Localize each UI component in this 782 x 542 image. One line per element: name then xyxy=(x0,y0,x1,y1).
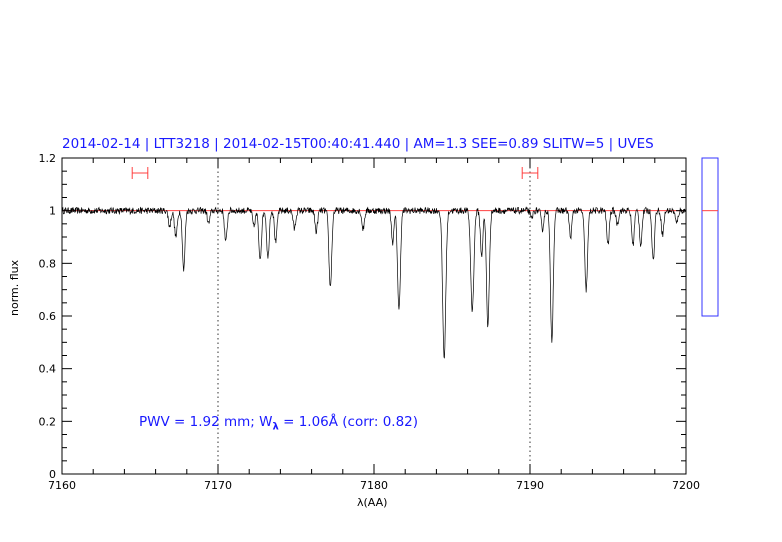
y-tick-label-1: 0.2 xyxy=(39,415,57,428)
side-panel-box xyxy=(701,157,719,317)
x-tick-label-0: 7160 xyxy=(48,479,76,492)
spectrum-line xyxy=(61,206,687,359)
y-tick-label-6: 1.2 xyxy=(39,152,57,165)
pwv-annotation-prefix: PWV = 1.92 mm; W xyxy=(139,414,273,430)
y-tick-label-0: 0 xyxy=(49,468,56,481)
y-tick-label-5: 1 xyxy=(49,205,56,218)
y-tick-label-4: 0.8 xyxy=(39,257,57,270)
pwv-annotation: PWV = 1.92 mm; Wλ = 1.06Å (corr: 0.82) xyxy=(139,414,418,433)
x-axis-label: λ(AA) xyxy=(357,496,388,509)
x-tick-label-1: 7170 xyxy=(204,479,232,492)
y-tick-label-3: 0.6 xyxy=(39,310,57,323)
y-axis-label: norm. flux xyxy=(8,259,21,316)
x-tick-label-4: 7200 xyxy=(672,479,700,492)
pwv-annotation-sub: λ xyxy=(272,421,279,433)
x-tick-label-2: 7180 xyxy=(360,479,388,492)
y-tick-label-2: 0.4 xyxy=(39,363,57,376)
x-tick-label-3: 7190 xyxy=(516,479,544,492)
pwv-annotation-suffix: = 1.06Å (corr: 0.82) xyxy=(278,414,419,430)
chart-title: 2014-02-14 | LTT3218 | 2014-02-15T00:40:… xyxy=(62,136,654,152)
